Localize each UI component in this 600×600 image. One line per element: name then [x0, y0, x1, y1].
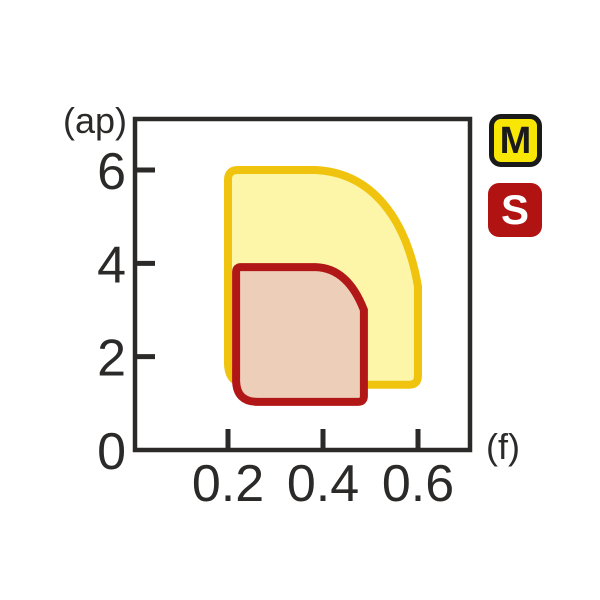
region-S — [232, 263, 368, 406]
y-tick-label: 6 — [97, 143, 126, 201]
legend-m-label: M — [499, 119, 532, 162]
legend-badge-m: M — [489, 114, 542, 167]
y-tick-label: 2 — [97, 330, 126, 388]
y-tick-label: 0 — [97, 423, 126, 481]
x-tick-label: 0.6 — [382, 455, 454, 513]
legend-s-label: S — [500, 186, 529, 233]
y-axis-ticks: 6 4 2 0 — [97, 143, 155, 481]
legend-badge-s: S — [488, 183, 542, 237]
y-axis-label: (ap) — [63, 100, 127, 141]
x-tick-label: 0.2 — [192, 455, 264, 513]
x-tick-label: 0.4 — [287, 455, 359, 513]
x-axis-label: (f) — [486, 426, 520, 467]
y-tick-label: 4 — [97, 236, 126, 294]
x-axis-ticks: 0.2 0.4 0.6 — [192, 429, 454, 513]
